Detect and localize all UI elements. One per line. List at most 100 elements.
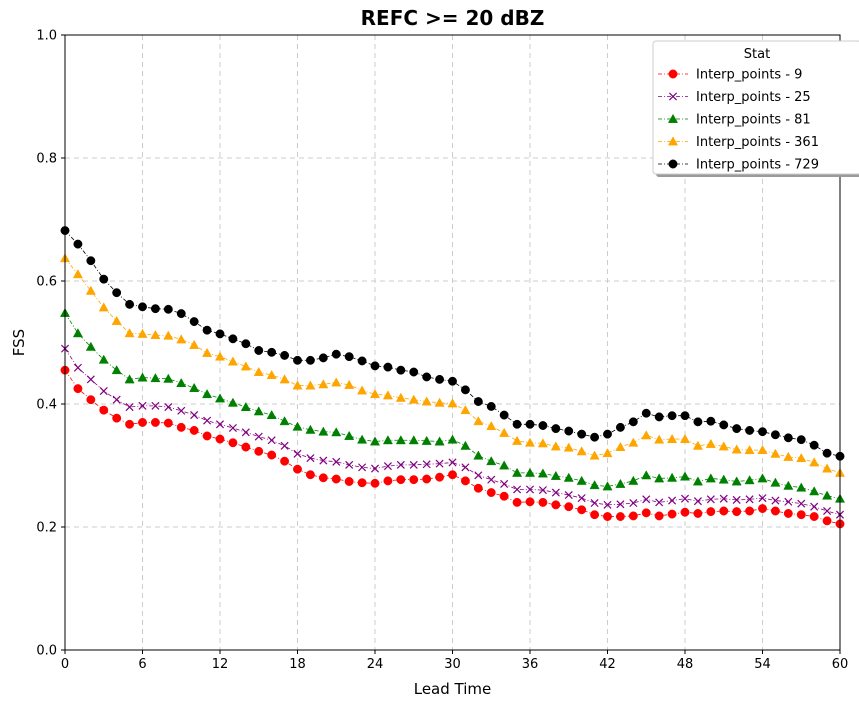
data-point [164, 403, 173, 412]
data-point [241, 428, 250, 437]
legend-marker [667, 113, 679, 123]
data-point [718, 474, 729, 484]
legend-item: Interp_points - 729 [658, 158, 819, 173]
data-point [809, 457, 820, 467]
data-point [667, 411, 677, 421]
data-point [564, 502, 574, 512]
data-point [421, 435, 432, 445]
data-point [190, 411, 199, 420]
data-point [409, 460, 418, 469]
data-point [460, 440, 471, 450]
data-point [240, 361, 251, 371]
data-point [487, 475, 496, 484]
data-point [822, 516, 832, 526]
data-point [318, 473, 328, 483]
data-point [783, 509, 793, 518]
data-point [409, 475, 419, 485]
legend-item: Interp_points - 9 [658, 68, 802, 83]
data-point [293, 355, 302, 365]
data-point [331, 349, 341, 359]
data-point [641, 408, 651, 418]
data-point [473, 397, 483, 406]
legend-items: Interp_points - 9 Interp_points - 25 Inter… [658, 68, 819, 173]
data-point [551, 488, 560, 497]
data-point [228, 334, 238, 344]
data-point [732, 424, 742, 434]
data-point [499, 460, 510, 470]
data-point-stroke-b [215, 420, 225, 429]
data-point [305, 380, 316, 390]
data-point-stroke-b [332, 457, 341, 466]
data-point [538, 497, 548, 507]
data-point [203, 416, 212, 425]
data-point-stroke-b [461, 463, 470, 472]
data-point [214, 393, 226, 403]
data-point [460, 385, 470, 395]
data-point [73, 239, 83, 249]
data-point [383, 476, 393, 486]
data-point [396, 460, 405, 469]
data-point [408, 435, 419, 445]
data-point [383, 462, 392, 471]
data-point [550, 470, 561, 480]
data-point [267, 450, 277, 460]
data-point [745, 495, 754, 504]
data-point [240, 401, 251, 412]
data-point-stroke-b [448, 458, 457, 467]
data-point [395, 435, 406, 445]
legend-title: Stat [744, 47, 770, 62]
data-point [305, 424, 316, 434]
data-point [628, 417, 638, 427]
data-point [292, 380, 303, 390]
data-point [344, 352, 354, 362]
data-point [642, 495, 651, 504]
data-point [693, 417, 703, 427]
data-point [757, 473, 768, 483]
data-point [512, 435, 523, 445]
data-point [408, 394, 419, 404]
data-point [422, 474, 432, 484]
data-point [563, 472, 574, 482]
data-point [138, 401, 147, 410]
data-point-stroke-b [500, 479, 509, 488]
data-point [822, 448, 832, 458]
data-point-stroke-b [732, 495, 741, 504]
data-point [448, 470, 457, 480]
data-point [615, 512, 625, 521]
data-point [137, 328, 148, 338]
data-point [603, 512, 612, 521]
data-point [254, 432, 263, 441]
data-point [292, 421, 303, 431]
data-point [486, 456, 497, 466]
data-point [719, 506, 729, 516]
data-point [382, 435, 393, 445]
data-point-stroke-b [642, 495, 651, 504]
data-point [823, 506, 832, 516]
data-point-stroke-b [629, 498, 638, 508]
data-point [279, 416, 290, 426]
data-point [267, 436, 276, 445]
data-point [731, 476, 742, 486]
data-point-stroke-b [177, 406, 186, 415]
data-point [499, 427, 510, 437]
data-point [266, 369, 277, 380]
data-point [590, 432, 600, 442]
data-point [434, 436, 445, 446]
data-point [73, 384, 83, 394]
data-point-stroke-b [99, 387, 108, 396]
data-point [370, 361, 380, 371]
data-point [577, 505, 587, 515]
legend-box [652, 40, 859, 175]
data-point-stroke-b [680, 494, 690, 503]
data-point [538, 421, 548, 430]
data-point [474, 471, 483, 480]
data-point-stroke-b [241, 428, 250, 437]
data-point-stroke-b [112, 395, 121, 404]
data-point [125, 299, 135, 309]
data-point [654, 473, 665, 483]
data-point [422, 460, 431, 469]
data-point [460, 476, 470, 486]
data-point [293, 464, 302, 474]
data-point [214, 351, 226, 361]
data-point [151, 401, 160, 410]
